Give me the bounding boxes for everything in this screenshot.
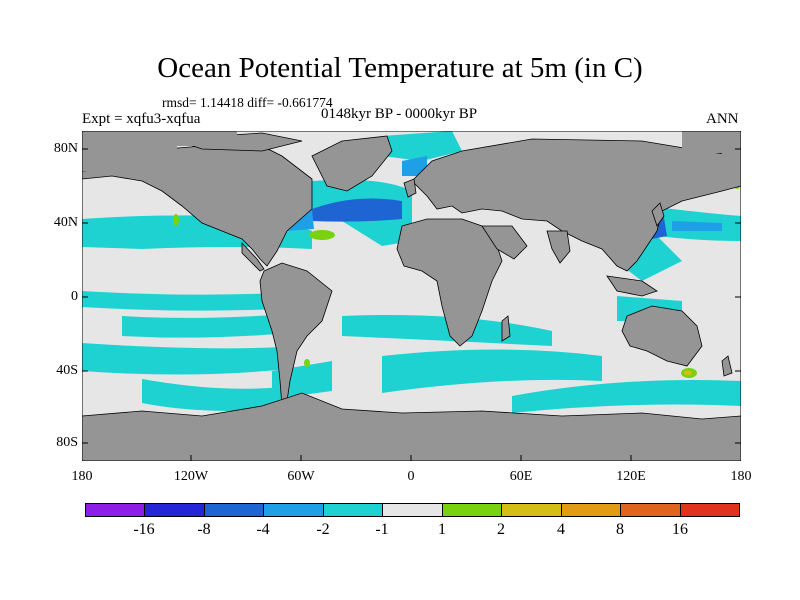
land-central-america [241,241,265,272]
colorbar-swatch [502,504,562,516]
colorbar-swatch [621,504,681,516]
lon-label-60e: 60E [509,469,533,484]
land-greenland [311,135,393,192]
colorbar-label: -8 [197,521,211,538]
season-label: ANN [706,111,739,127]
land-japan [651,202,665,227]
colorbar-swatch [264,504,324,516]
lon-label-120w: 120W [173,469,209,484]
land-south-america [259,262,333,407]
world-map [82,131,741,461]
colorbar-swatch [680,504,739,516]
stats-label: rmsd= 1.14418 diff= -0.661774 [162,95,333,110]
land-southeast-asia-islands [606,275,658,297]
colorbar-label: -4 [256,521,270,538]
lon-label-60w: 60W [287,469,315,484]
lat-label-80s: 80S [56,435,78,450]
colorbar-swatch [323,504,384,516]
colorbar [85,503,740,517]
colorbar-label: -2 [316,521,330,538]
experiment-label: Expt = xqfu3-xqfua [82,111,201,127]
lon-label-180w: 180 [71,469,93,484]
land-india [546,230,571,264]
land-antarctica [82,392,741,461]
lon-label-0: 0 [407,469,415,484]
colorbar-label: 4 [557,521,565,538]
lat-label-40s: 40S [56,363,78,378]
lat-label-80n: 80N [53,141,78,156]
land-australia [621,305,703,367]
colorbar-swatch [86,504,146,516]
land-british-isles [403,178,417,198]
colorbar-label: -16 [133,521,155,538]
map-ticks [82,148,741,461]
land-arabia [481,225,528,260]
colorbar-label: -1 [375,521,389,538]
colorbar-swatch [204,504,265,516]
colorbar-label: 16 [672,521,688,538]
lat-label-40n: 40N [53,215,78,230]
colorbar-label: 2 [497,521,505,538]
colorbar-swatch [145,504,205,516]
colorbar-label: 1 [438,521,446,538]
lon-label-180e: 180 [730,469,752,484]
period-label: 0148kyr BP - 0000kyr BP [321,106,478,122]
colorbar-label: 8 [616,521,624,538]
colorbar-swatch [561,504,622,516]
arctic-land-grid [82,131,741,181]
colorbar-swatch [383,504,443,516]
plot-title: Ocean Potential Temperature at 5m (in C) [157,52,643,84]
lon-label-120e: 120E [616,469,646,484]
lat-label-equator: 0 [71,289,78,304]
colorbar-swatch [442,504,503,516]
land-masses [82,132,741,461]
land-africa [396,218,503,347]
land-madagascar [501,315,511,342]
land-new-zealand [721,355,733,377]
